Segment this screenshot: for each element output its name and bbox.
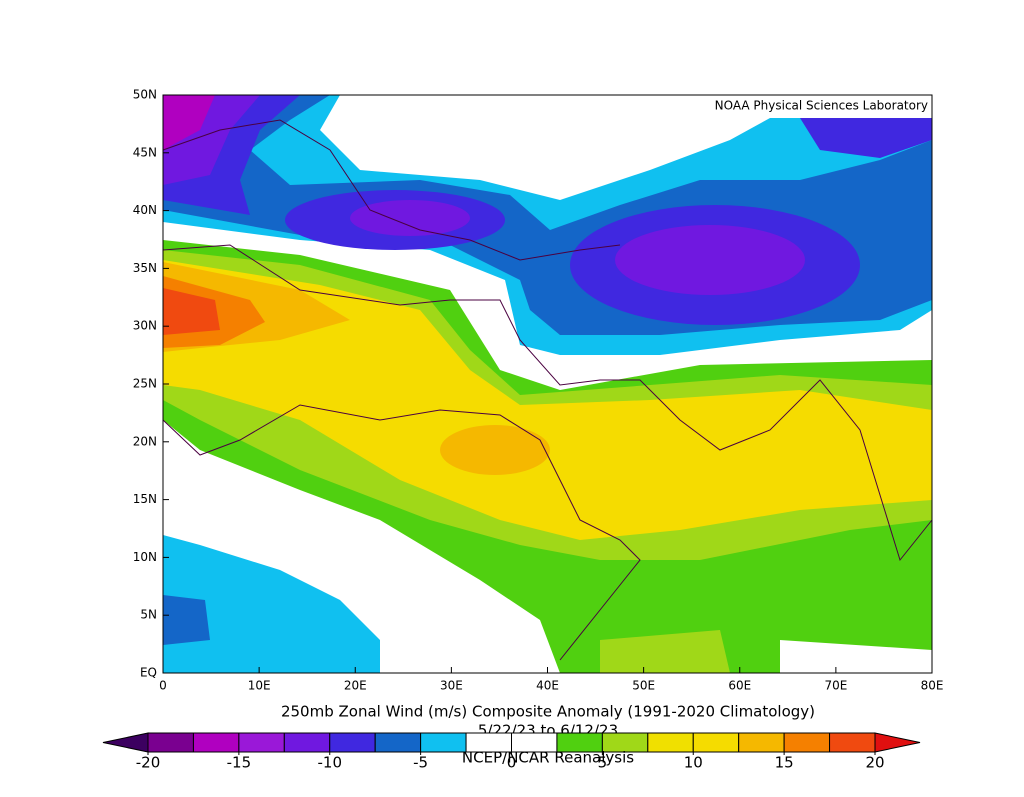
colorbar-box xyxy=(783,732,831,753)
cyan-area xyxy=(163,535,380,673)
blue-area xyxy=(163,595,210,645)
colorbar-box xyxy=(329,732,376,753)
y-tick-label: 35N xyxy=(133,261,157,275)
y-tick-label: 10N xyxy=(133,550,157,564)
y-tick-label: 25N xyxy=(133,377,157,391)
y-tick-label: 30N xyxy=(133,319,157,333)
x-tick-label: 40E xyxy=(536,679,559,693)
colorbar-label: -10 xyxy=(318,754,343,772)
magenta-area xyxy=(163,95,215,150)
purple-area xyxy=(350,200,470,236)
colorbar-box xyxy=(738,732,785,753)
x-tick-label: 30E xyxy=(440,679,463,693)
yellow-area xyxy=(163,260,932,540)
coastlines xyxy=(162,119,933,661)
coastline xyxy=(162,119,621,261)
title: 250mb Zonal Wind (m/s) Composite Anomaly… xyxy=(281,703,815,721)
colorbar-label: -15 xyxy=(227,754,252,772)
y-tick-label: EQ xyxy=(140,666,157,680)
x-tick-label: 50E xyxy=(632,679,655,693)
source: NCEP/NCAR Reanalysis xyxy=(462,749,634,767)
x-tick-label: 70E xyxy=(824,679,847,693)
credit: NOAA Physical Sciences Laboratory xyxy=(715,99,928,113)
colorbar-box xyxy=(238,732,285,753)
red-area xyxy=(163,288,220,335)
colorbar-box xyxy=(374,732,422,753)
colorbar-label: 5 xyxy=(598,754,608,772)
x-tick-label: 20E xyxy=(344,679,367,693)
purple-area xyxy=(615,225,805,295)
colorbar-box xyxy=(192,732,240,753)
colorbar-box xyxy=(692,732,740,753)
colorbar-box xyxy=(647,732,694,753)
colorbar-label: -5 xyxy=(413,754,428,772)
colorbar-label: 10 xyxy=(684,754,703,772)
y-tick-label: 50N xyxy=(133,88,157,102)
colorbar-label: 20 xyxy=(865,754,884,772)
colorbar-label: 0 xyxy=(507,754,517,772)
x-tick-label: 0 xyxy=(159,679,167,693)
x-tick-label: 10E xyxy=(248,679,271,693)
x-tick-label: 60E xyxy=(728,679,751,693)
y-tick-label: 20N xyxy=(133,434,157,448)
y-tick-label: 5N xyxy=(140,608,157,622)
colorbar-label: 15 xyxy=(775,754,794,772)
gold-area xyxy=(440,425,550,475)
colorbar: -20 -15 -10 -5 0 5 10 15 20 xyxy=(102,732,921,772)
colorbar-box xyxy=(420,732,467,753)
yellowgreen-area xyxy=(600,630,730,673)
colorbar-label: -20 xyxy=(136,754,161,772)
colorbar-end xyxy=(874,732,921,753)
violet-area xyxy=(800,118,932,158)
y-tick-label: 15N xyxy=(133,492,157,506)
x-tick-label: 80E xyxy=(921,679,944,693)
colorbar-box xyxy=(829,732,876,753)
credit-box xyxy=(664,96,931,115)
colorbar-box xyxy=(147,732,194,753)
coastline xyxy=(162,404,641,661)
contour-fill xyxy=(163,95,932,673)
coastline xyxy=(162,244,933,562)
colorbar-box xyxy=(283,732,331,753)
y-tick-label: 40N xyxy=(133,203,157,217)
y-tick-label: 45N xyxy=(133,145,157,159)
